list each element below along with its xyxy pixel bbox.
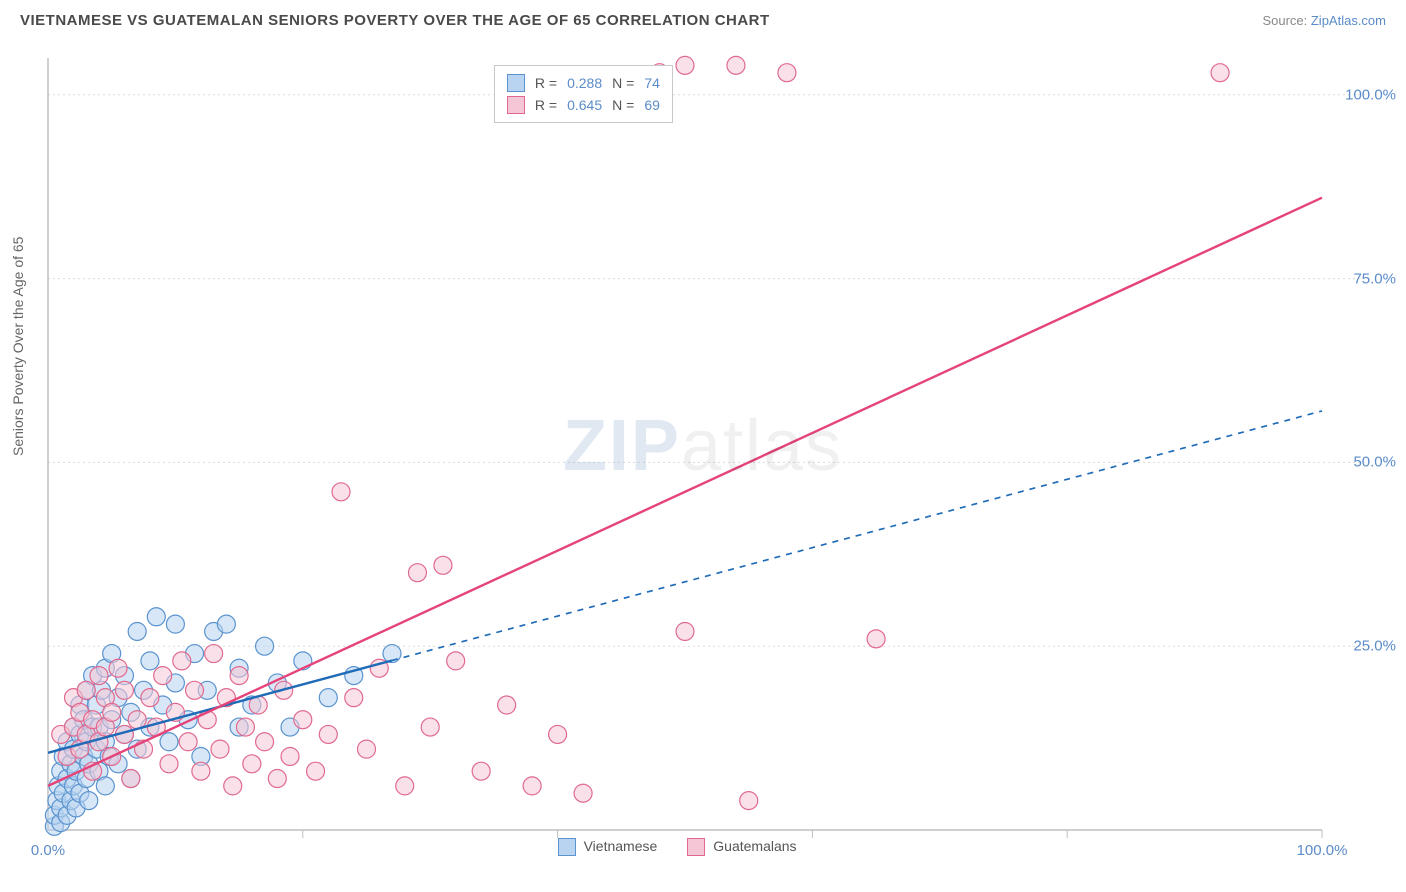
r-value: 0.288 (567, 72, 602, 94)
legend-swatch (687, 838, 705, 856)
y-tick-label: 75.0% (1353, 270, 1396, 287)
chart-title: VIETNAMESE VS GUATEMALAN SENIORS POVERTY… (20, 12, 770, 29)
y-axis-label: Seniors Poverty Over the Age of 65 (10, 436, 26, 456)
correlation-scatter-chart (40, 48, 1370, 848)
x-tick-label: 100.0% (1297, 842, 1348, 859)
legend-row: R = 0.288 N = 74 (507, 72, 660, 94)
chart-header: VIETNAMESE VS GUATEMALAN SENIORS POVERTY… (20, 12, 1386, 29)
legend-swatch (507, 74, 525, 92)
legend-row: R = 0.645 N = 69 (507, 94, 660, 116)
x-tick-label: 0.0% (31, 842, 65, 859)
n-label: N = (612, 72, 634, 94)
y-tick-label: 50.0% (1353, 454, 1396, 471)
n-value: 69 (644, 94, 660, 116)
n-value: 74 (644, 72, 660, 94)
y-tick-label: 100.0% (1345, 86, 1396, 103)
n-label: N = (612, 94, 634, 116)
source-label: Source: ZipAtlas.com (1262, 13, 1386, 28)
series-legend-item: Guatemalans (687, 838, 796, 856)
correlation-legend: R = 0.288 N = 74 R = 0.645 N = 69 (494, 65, 673, 123)
source-link[interactable]: ZipAtlas.com (1311, 13, 1386, 28)
r-label: R = (535, 72, 557, 94)
legend-swatch (507, 96, 525, 114)
series-name: Guatemalans (713, 838, 796, 854)
y-tick-label: 25.0% (1353, 638, 1396, 655)
y-axis-label-wrap: Seniors Poverty Over the Age of 65 (8, 438, 28, 454)
legend-swatch (558, 838, 576, 856)
series-name: Vietnamese (584, 838, 658, 854)
series-legend: Vietnamese Guatemalans (558, 838, 797, 856)
r-label: R = (535, 94, 557, 116)
r-value: 0.645 (567, 94, 602, 116)
series-legend-item: Vietnamese (558, 838, 658, 856)
